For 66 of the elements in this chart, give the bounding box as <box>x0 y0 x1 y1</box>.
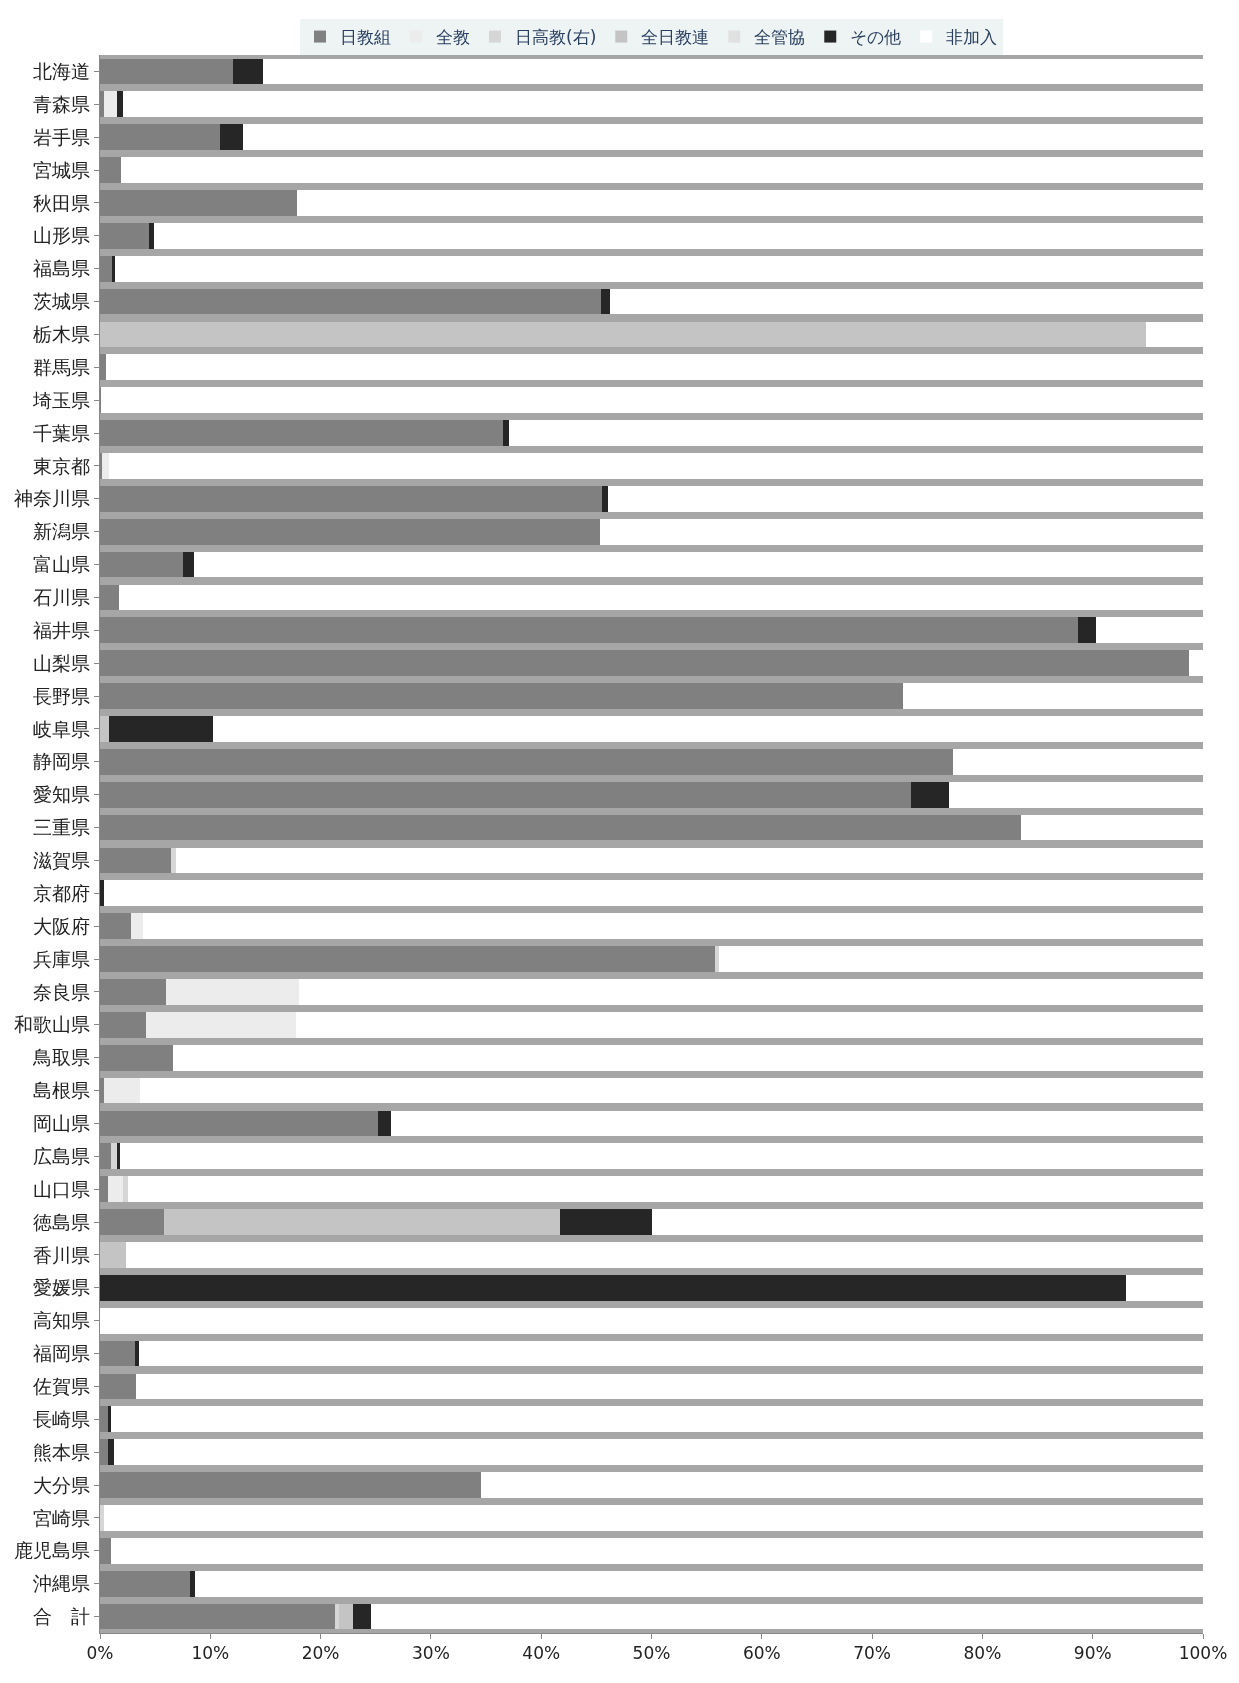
y-tick-label: 山梨県 <box>33 651 91 674</box>
y-tick-label: 和歌山県 <box>14 1013 91 1036</box>
y-tick-label: 鹿児島県 <box>14 1539 91 1562</box>
y-tick-label: 徳島県 <box>33 1210 91 1233</box>
y-tick-label: 秋田県 <box>33 191 91 214</box>
y-tick-label: 神奈川県 <box>14 487 91 510</box>
y-tick-label: 大分県 <box>33 1473 91 1496</box>
y-tick-label: 静岡県 <box>33 750 91 773</box>
y-tick-label: 佐賀県 <box>33 1375 91 1398</box>
y-tick-label: 千葉県 <box>33 421 91 444</box>
x-tick-label: 10% <box>191 1643 230 1664</box>
y-tick-label: 宮城県 <box>33 158 91 181</box>
legend-label: 全日教連 <box>641 27 710 48</box>
x-tick-label: 40% <box>522 1643 561 1664</box>
x-tick-label: 0% <box>86 1643 114 1664</box>
y-tick-label: 岡山県 <box>33 1112 91 1135</box>
y-tick-label: 宮崎県 <box>33 1506 91 1529</box>
y-tick-label: 島根県 <box>33 1079 91 1102</box>
legend-label: その他 <box>850 27 902 48</box>
x-tick-label: 30% <box>412 1643 450 1664</box>
y-tick-label: 愛知県 <box>33 783 91 806</box>
y-tick-label: 福井県 <box>33 618 91 641</box>
y-tick-label: 鳥取県 <box>32 1046 91 1069</box>
y-tick-label: 滋賀県 <box>33 849 91 872</box>
y-tick-label: 埼玉県 <box>32 388 91 411</box>
y-tick-label: 沖縄県 <box>33 1572 91 1595</box>
y-tick-label: 兵庫県 <box>33 947 91 970</box>
y-tick-label: 香川県 <box>33 1243 91 1266</box>
y-tick-label: 富山県 <box>33 553 91 576</box>
y-tick-label: 青森県 <box>33 92 91 115</box>
y-tick-label: 石川県 <box>33 586 91 609</box>
y-tick-label: 岐阜県 <box>33 717 91 740</box>
y-tick-label: 福岡県 <box>33 1342 91 1365</box>
y-tick-label: 山口県 <box>33 1177 91 1200</box>
legend-label: 非加入 <box>946 27 998 48</box>
y-tick-label: 長野県 <box>33 684 91 707</box>
x-tick-label: 100% <box>1178 1643 1228 1664</box>
x-tick-label: 50% <box>632 1643 671 1664</box>
y-tick-label: 長崎県 <box>33 1407 91 1430</box>
y-tick-label: 群馬県 <box>33 355 91 378</box>
y-tick-label: 大阪府 <box>33 914 91 937</box>
y-tick-label: 広島県 <box>33 1144 91 1167</box>
legend-label: 日教組 <box>340 27 391 48</box>
y-tick-label: 愛媛県 <box>33 1276 91 1299</box>
y-tick-label: 岩手県 <box>33 125 91 148</box>
x-tick-label: 80% <box>963 1643 1002 1664</box>
legend-label: 日高教(右) <box>515 27 597 48</box>
y-tick-label: 高知県 <box>33 1309 91 1332</box>
y-tick-label: 栃木県 <box>33 323 91 346</box>
y-tick-label: 合 計 <box>33 1605 91 1628</box>
x-tick-label: 20% <box>301 1643 340 1664</box>
y-tick-label: 北海道 <box>33 60 91 83</box>
y-tick-label: 新潟県 <box>33 520 91 543</box>
y-tick-label: 京都府 <box>33 881 91 904</box>
y-tick-label: 奈良県 <box>33 980 91 1003</box>
y-tick-label: 熊本県 <box>33 1440 91 1463</box>
x-tick-label: 60% <box>742 1643 781 1664</box>
legend-label: 全教 <box>436 27 470 48</box>
x-tick-label: 70% <box>853 1643 891 1664</box>
y-tick-label: 山形県 <box>33 224 91 247</box>
y-tick-label: 茨城県 <box>33 290 91 313</box>
y-tick-label: 福島県 <box>33 257 91 280</box>
y-tick-label: 三重県 <box>33 816 91 839</box>
legend-label: 全管協 <box>754 27 806 48</box>
x-tick-label: 90% <box>1073 1643 1112 1664</box>
y-tick-label: 東京都 <box>33 454 91 477</box>
